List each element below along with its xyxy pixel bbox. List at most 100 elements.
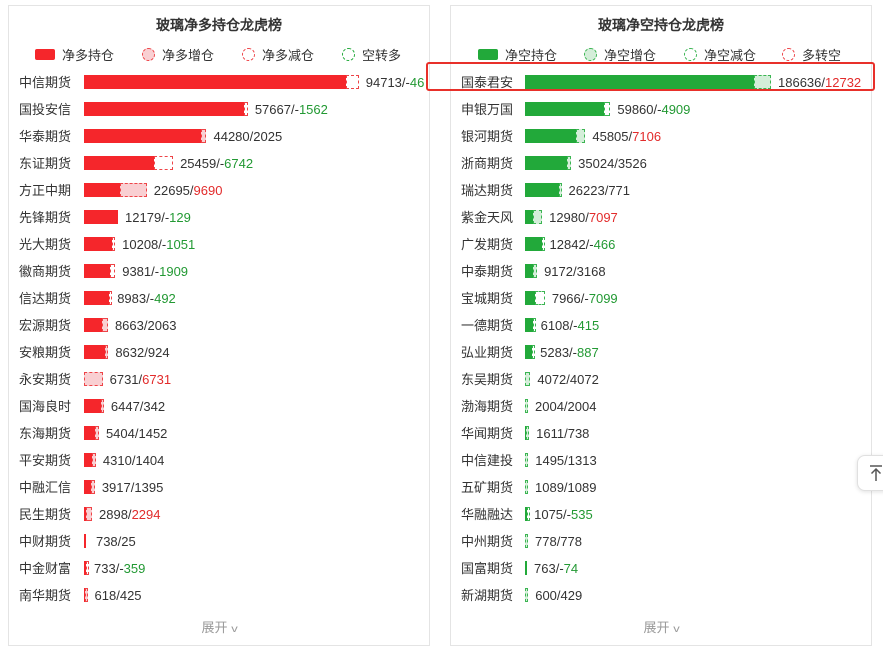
position-bar[interactable] xyxy=(84,318,103,332)
increase-bar[interactable] xyxy=(94,426,99,440)
increase-bar[interactable] xyxy=(92,453,96,467)
position-bar[interactable] xyxy=(84,102,244,116)
increase-bar[interactable] xyxy=(525,372,531,386)
change-text: -887 xyxy=(572,345,599,360)
position-bar[interactable] xyxy=(84,291,109,305)
scroll-to-top-button[interactable] xyxy=(857,455,883,491)
position-bar[interactable] xyxy=(525,507,527,521)
legend-label: 净空持仓 xyxy=(505,47,558,63)
increase-bar[interactable] xyxy=(576,129,586,143)
increase-bar[interactable] xyxy=(532,264,538,278)
decrease-bar[interactable] xyxy=(527,507,530,521)
position-bar[interactable] xyxy=(84,75,346,89)
position-bar[interactable] xyxy=(84,183,120,197)
position-bar[interactable] xyxy=(84,534,86,548)
position-bar[interactable] xyxy=(525,156,567,170)
table-row: 信达期货 8983/-492 xyxy=(9,285,429,312)
legend-item-short-0[interactable]: 净空持仓 xyxy=(478,46,557,62)
value-label: 1495/1313 xyxy=(535,447,596,474)
position-bar[interactable] xyxy=(84,210,118,224)
position-bar[interactable] xyxy=(84,561,87,575)
increase-bar[interactable] xyxy=(526,426,530,440)
increase-bar[interactable] xyxy=(558,183,562,197)
decrease-bar[interactable] xyxy=(86,561,90,575)
decrease-bar[interactable] xyxy=(109,264,116,278)
legend-item-long-0[interactable]: 净多持仓 xyxy=(35,46,114,62)
decrease-bar[interactable] xyxy=(603,102,611,116)
legend-item-short-2[interactable]: 净空减仓 xyxy=(684,46,756,62)
increase-bar[interactable] xyxy=(525,399,528,413)
legend-swatch xyxy=(35,48,55,60)
increase-bar[interactable] xyxy=(200,129,207,143)
increase-bar[interactable] xyxy=(532,210,543,224)
position-bar[interactable] xyxy=(525,210,533,224)
position-bar[interactable] xyxy=(84,156,155,170)
increase-bar[interactable] xyxy=(525,453,529,467)
increase-bar[interactable] xyxy=(525,480,528,494)
position-bar[interactable] xyxy=(525,237,542,251)
table-row: 中州期货 778/778 xyxy=(451,528,871,555)
increase-bar[interactable] xyxy=(85,507,92,521)
position-bar[interactable] xyxy=(84,399,101,413)
decrease-bar[interactable] xyxy=(154,156,174,170)
increase-bar[interactable] xyxy=(90,480,95,494)
position-bar[interactable] xyxy=(525,426,527,440)
position-value: 25459/ xyxy=(180,156,220,171)
table-row: 宝城期货 7966/-7099 xyxy=(451,285,871,312)
net-short-expand-button[interactable]: 展开 v xyxy=(451,617,871,636)
position-bar[interactable] xyxy=(525,129,576,143)
position-bar[interactable] xyxy=(84,588,85,602)
change-text: 3168 xyxy=(576,264,606,279)
position-bar[interactable] xyxy=(525,318,534,332)
legend-item-short-3[interactable]: 多转空 xyxy=(782,46,841,62)
position-bar[interactable] xyxy=(525,102,604,116)
position-bar[interactable] xyxy=(525,264,533,278)
position-value: 5404/ xyxy=(105,426,139,441)
increase-bar[interactable] xyxy=(105,345,109,359)
position-bar[interactable] xyxy=(84,480,91,494)
net-long-expand-button[interactable]: 展开 v xyxy=(9,617,429,636)
position-value: 44280/ xyxy=(213,129,254,144)
broker-name: 中信期货 xyxy=(19,75,72,90)
position-bar[interactable] xyxy=(84,345,106,359)
decrease-bar[interactable] xyxy=(108,291,112,305)
decrease-bar[interactable] xyxy=(541,237,545,251)
increase-bar[interactable] xyxy=(100,399,104,413)
position-bar[interactable] xyxy=(525,291,536,305)
position-bar[interactable] xyxy=(84,507,86,521)
legend-item-long-3[interactable]: 空转多 xyxy=(342,46,401,62)
increase-bar[interactable] xyxy=(525,588,529,602)
increase-bar[interactable] xyxy=(566,156,572,170)
increase-bar[interactable] xyxy=(84,588,88,602)
decrease-bar[interactable] xyxy=(533,318,537,332)
position-bar[interactable] xyxy=(84,237,113,251)
decrease-bar[interactable] xyxy=(346,75,359,89)
legend-item-short-1[interactable]: 净空增仓 xyxy=(584,46,656,62)
decrease-bar[interactable] xyxy=(243,102,248,116)
increase-bar[interactable] xyxy=(102,318,108,332)
increase-bar[interactable] xyxy=(84,372,103,386)
decrease-bar[interactable] xyxy=(535,291,545,305)
position-bar[interactable] xyxy=(84,129,201,143)
legend-item-long-1[interactable]: 净多增仓 xyxy=(142,46,214,62)
legend-item-long-2[interactable]: 净多减仓 xyxy=(242,46,314,62)
broker-name: 宏源期货 xyxy=(19,318,72,333)
position-value: 763/ xyxy=(534,561,560,576)
position-bar[interactable] xyxy=(84,426,95,440)
position-bar[interactable] xyxy=(525,345,532,359)
increase-bar[interactable] xyxy=(119,183,147,197)
position-bar[interactable] xyxy=(84,264,110,278)
position-bar[interactable] xyxy=(84,453,93,467)
table-row: 紫金天风 12980/7097 xyxy=(451,204,871,231)
decrease-bar[interactable] xyxy=(112,237,116,251)
value-label: 22695/9690 xyxy=(154,177,223,204)
change-text: 771 xyxy=(608,183,631,198)
position-bar[interactable] xyxy=(525,183,559,197)
decrease-bar[interactable] xyxy=(531,345,535,359)
change-text: -535 xyxy=(566,507,593,522)
increase-bar[interactable] xyxy=(525,534,528,548)
position-bar[interactable] xyxy=(525,561,527,575)
position-bar[interactable] xyxy=(525,75,755,89)
broker-name: 华闻期货 xyxy=(461,426,514,441)
increase-bar[interactable] xyxy=(754,75,771,89)
